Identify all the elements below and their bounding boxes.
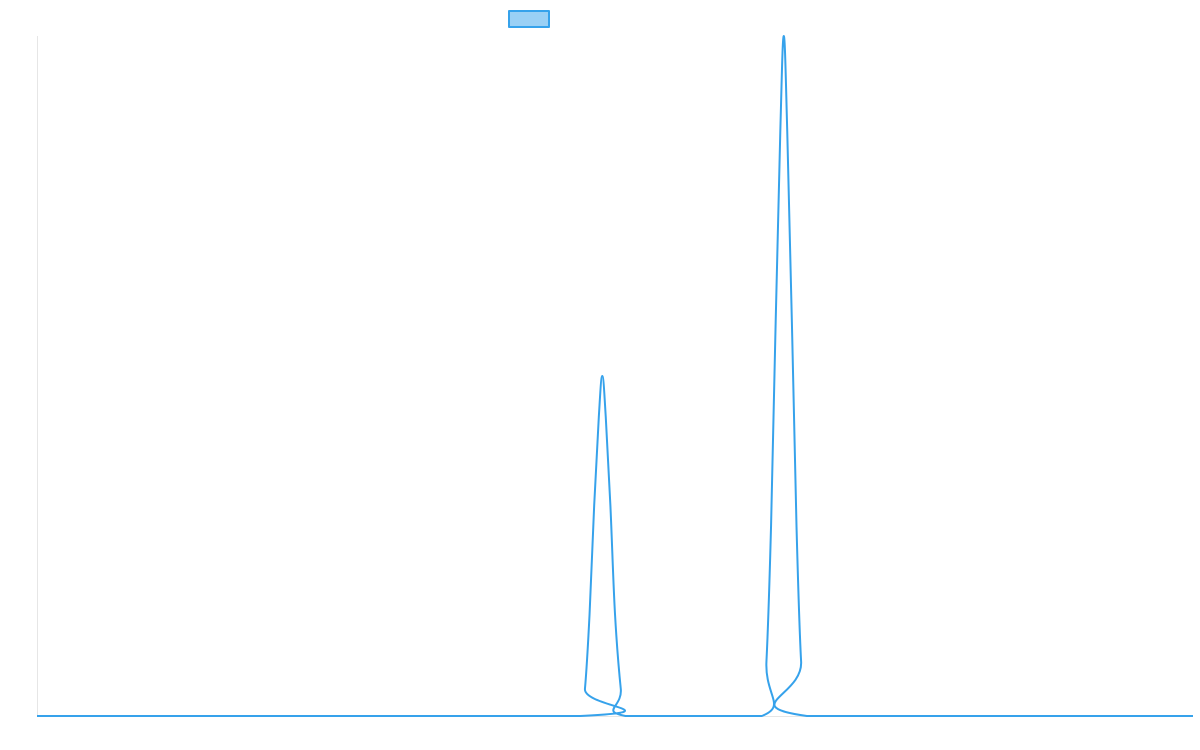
legend-swatch[interactable] <box>508 10 550 28</box>
series-line-0 <box>37 35 1193 718</box>
series-group <box>37 35 1193 718</box>
